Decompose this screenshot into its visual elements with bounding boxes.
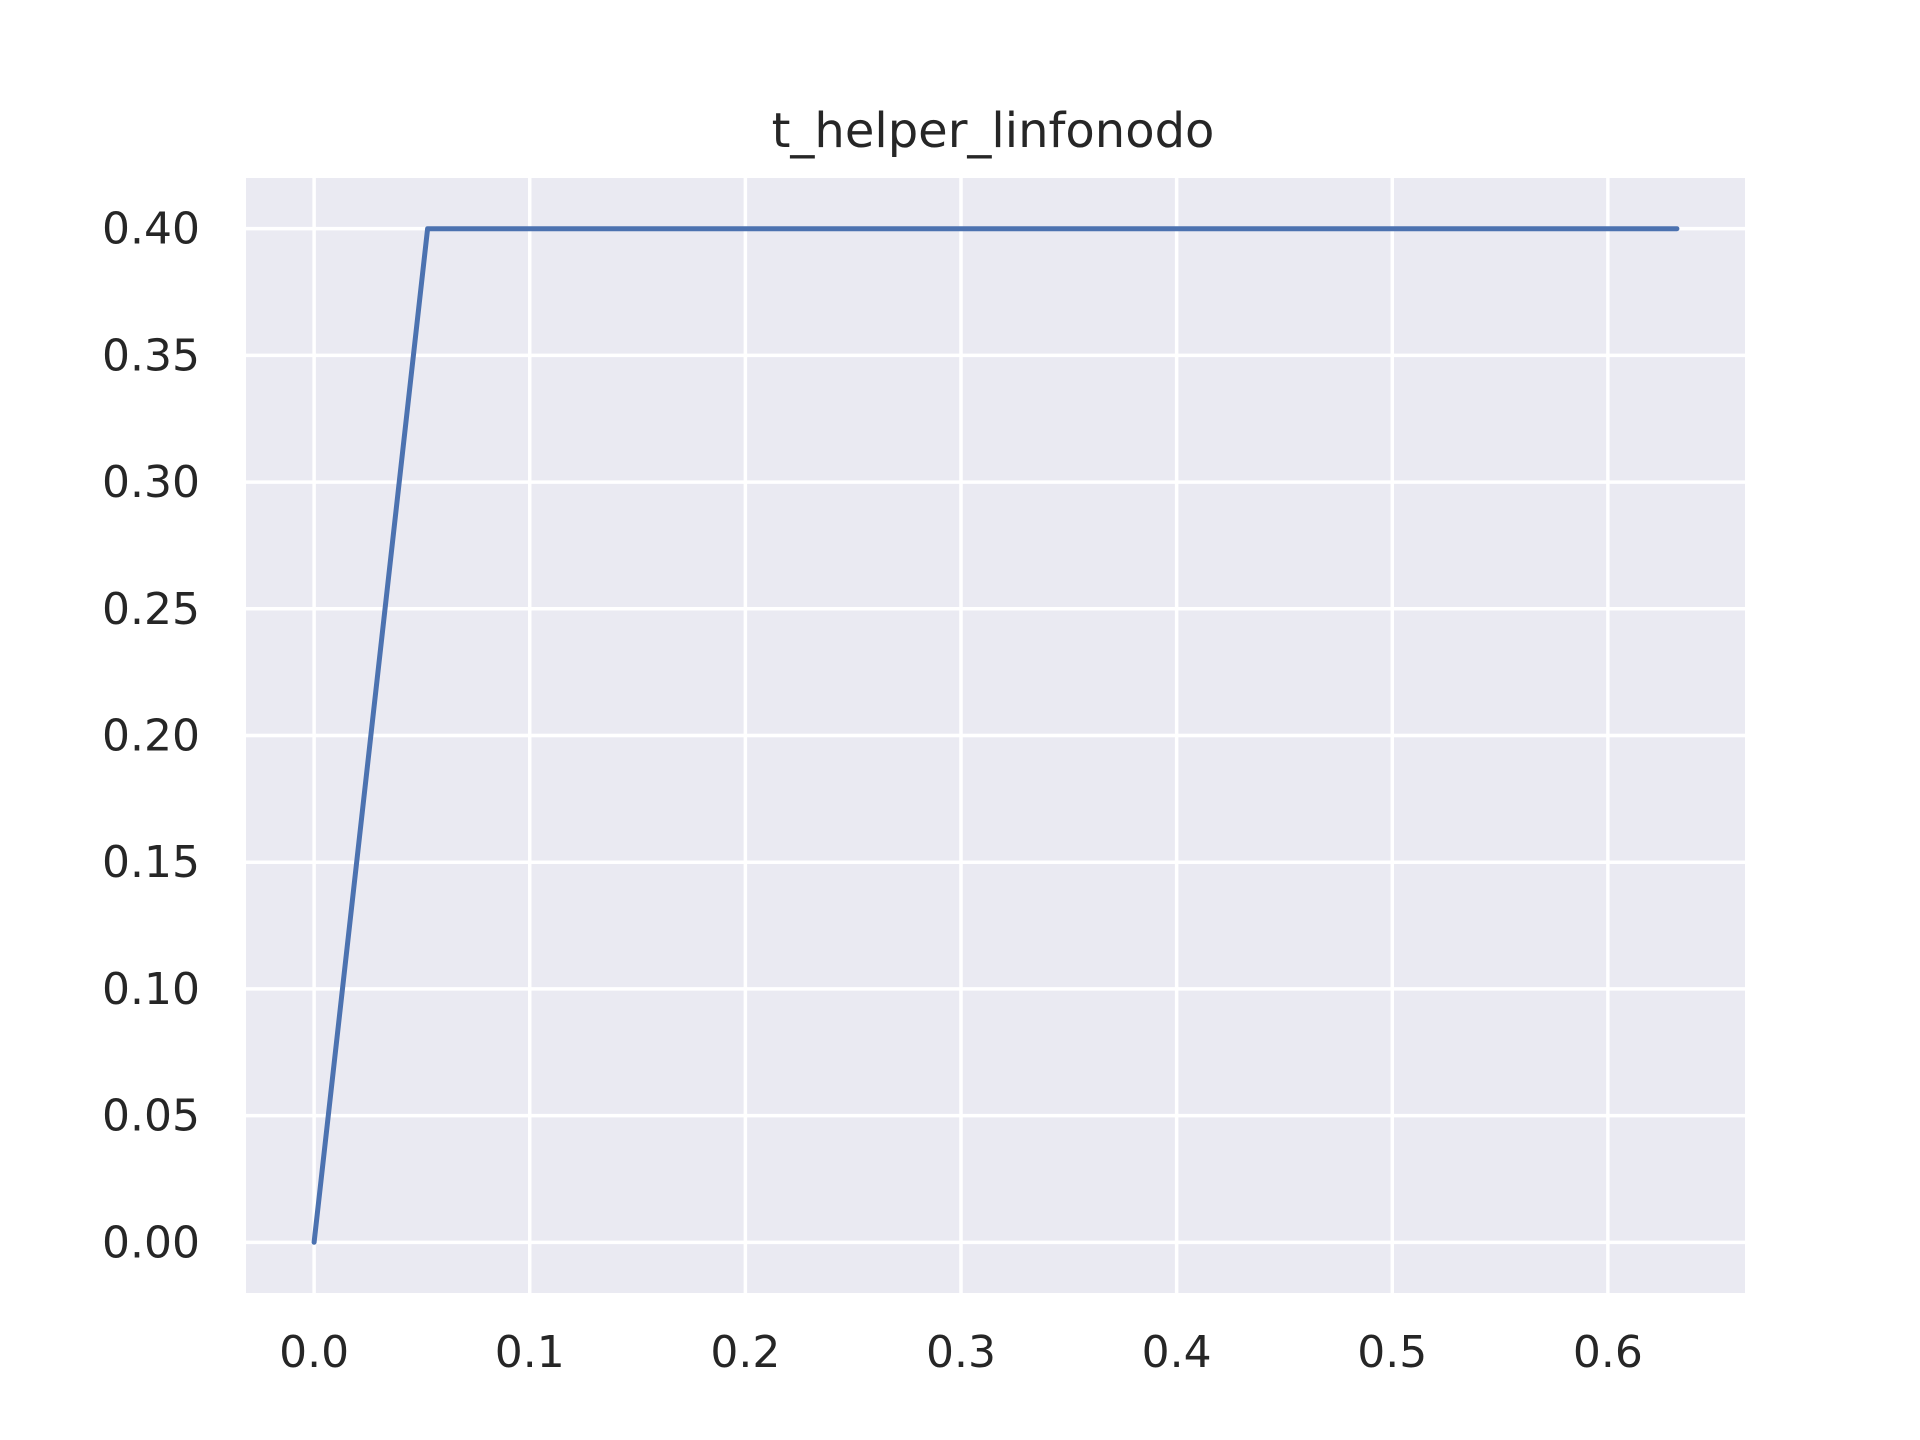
y-tick-label: 0.05 (102, 1091, 200, 1142)
y-tick-label: 0.00 (102, 1217, 200, 1268)
y-tick-label: 0.25 (102, 584, 200, 635)
x-tick-label: 0.1 (495, 1327, 565, 1378)
y-tick-label: 0.10 (102, 964, 200, 1015)
series-layer (311, 226, 1680, 1245)
x-tick-labels: 0.0 0.1 0.2 0.3 0.4 0.5 0.6 (279, 1327, 1643, 1378)
y-tick-labels: 0.00 0.05 0.10 0.15 0.20 0.25 0.30 0.35 0.40 (102, 204, 200, 1269)
x-tick-label: 0.4 (1142, 1327, 1212, 1378)
x-tick-label: 0.6 (1573, 1327, 1643, 1378)
series-line (311, 226, 1680, 1245)
y-tick-label: 0.15 (102, 837, 200, 888)
x-tick-label: 0.2 (710, 1327, 780, 1378)
x-tick-label: 0.0 (279, 1327, 349, 1378)
x-tick-label: 0.5 (1357, 1327, 1427, 1378)
y-tick-label: 0.30 (102, 457, 200, 508)
y-tick-label: 0.35 (102, 330, 200, 381)
x-gridlines (312, 178, 1610, 1293)
y-tick-label: 0.20 (102, 711, 200, 762)
x-tick-label: 0.3 (926, 1327, 996, 1378)
y-tick-label: 0.40 (102, 204, 200, 255)
chart-title: t_helper_linfonodo (772, 103, 1215, 159)
